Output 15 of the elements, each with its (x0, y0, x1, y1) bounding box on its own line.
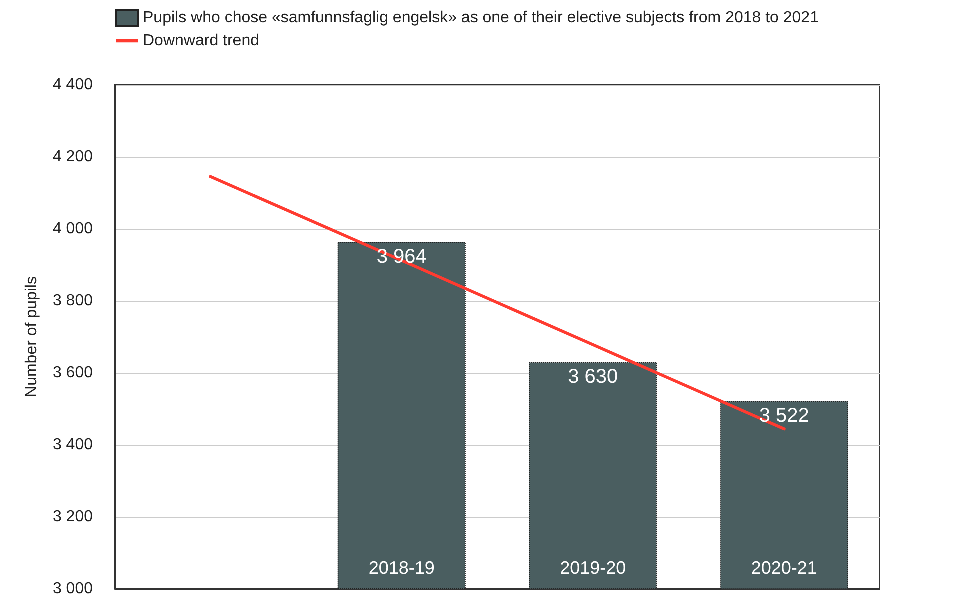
y-tick-label: 4 400 (52, 76, 94, 94)
y-tick-label: 3 000 (52, 580, 94, 598)
y-tick-label: 4 200 (52, 148, 94, 166)
y-tick-label: 3 400 (52, 436, 94, 454)
y-tick-label: 3 600 (52, 364, 94, 382)
x-tick-label: 2019-20 (560, 558, 626, 578)
y-tick-label: 3 200 (52, 508, 94, 526)
x-tick-label: 2018-19 (368, 558, 435, 578)
x-tick-label: 2020-21 (751, 558, 818, 578)
legend-label: Downward trend (143, 32, 260, 50)
y-tick-label: 4 000 (52, 220, 94, 238)
y-axis-title: Number of pupils (24, 276, 40, 398)
data-label: 3 630 (568, 366, 618, 388)
y-tick-label: 3 800 (52, 292, 94, 310)
legend-label: Pupils who chose «samfunnsfaglig engelsk» as one of their elective subjects from 2018 to 2021 (143, 10, 820, 26)
